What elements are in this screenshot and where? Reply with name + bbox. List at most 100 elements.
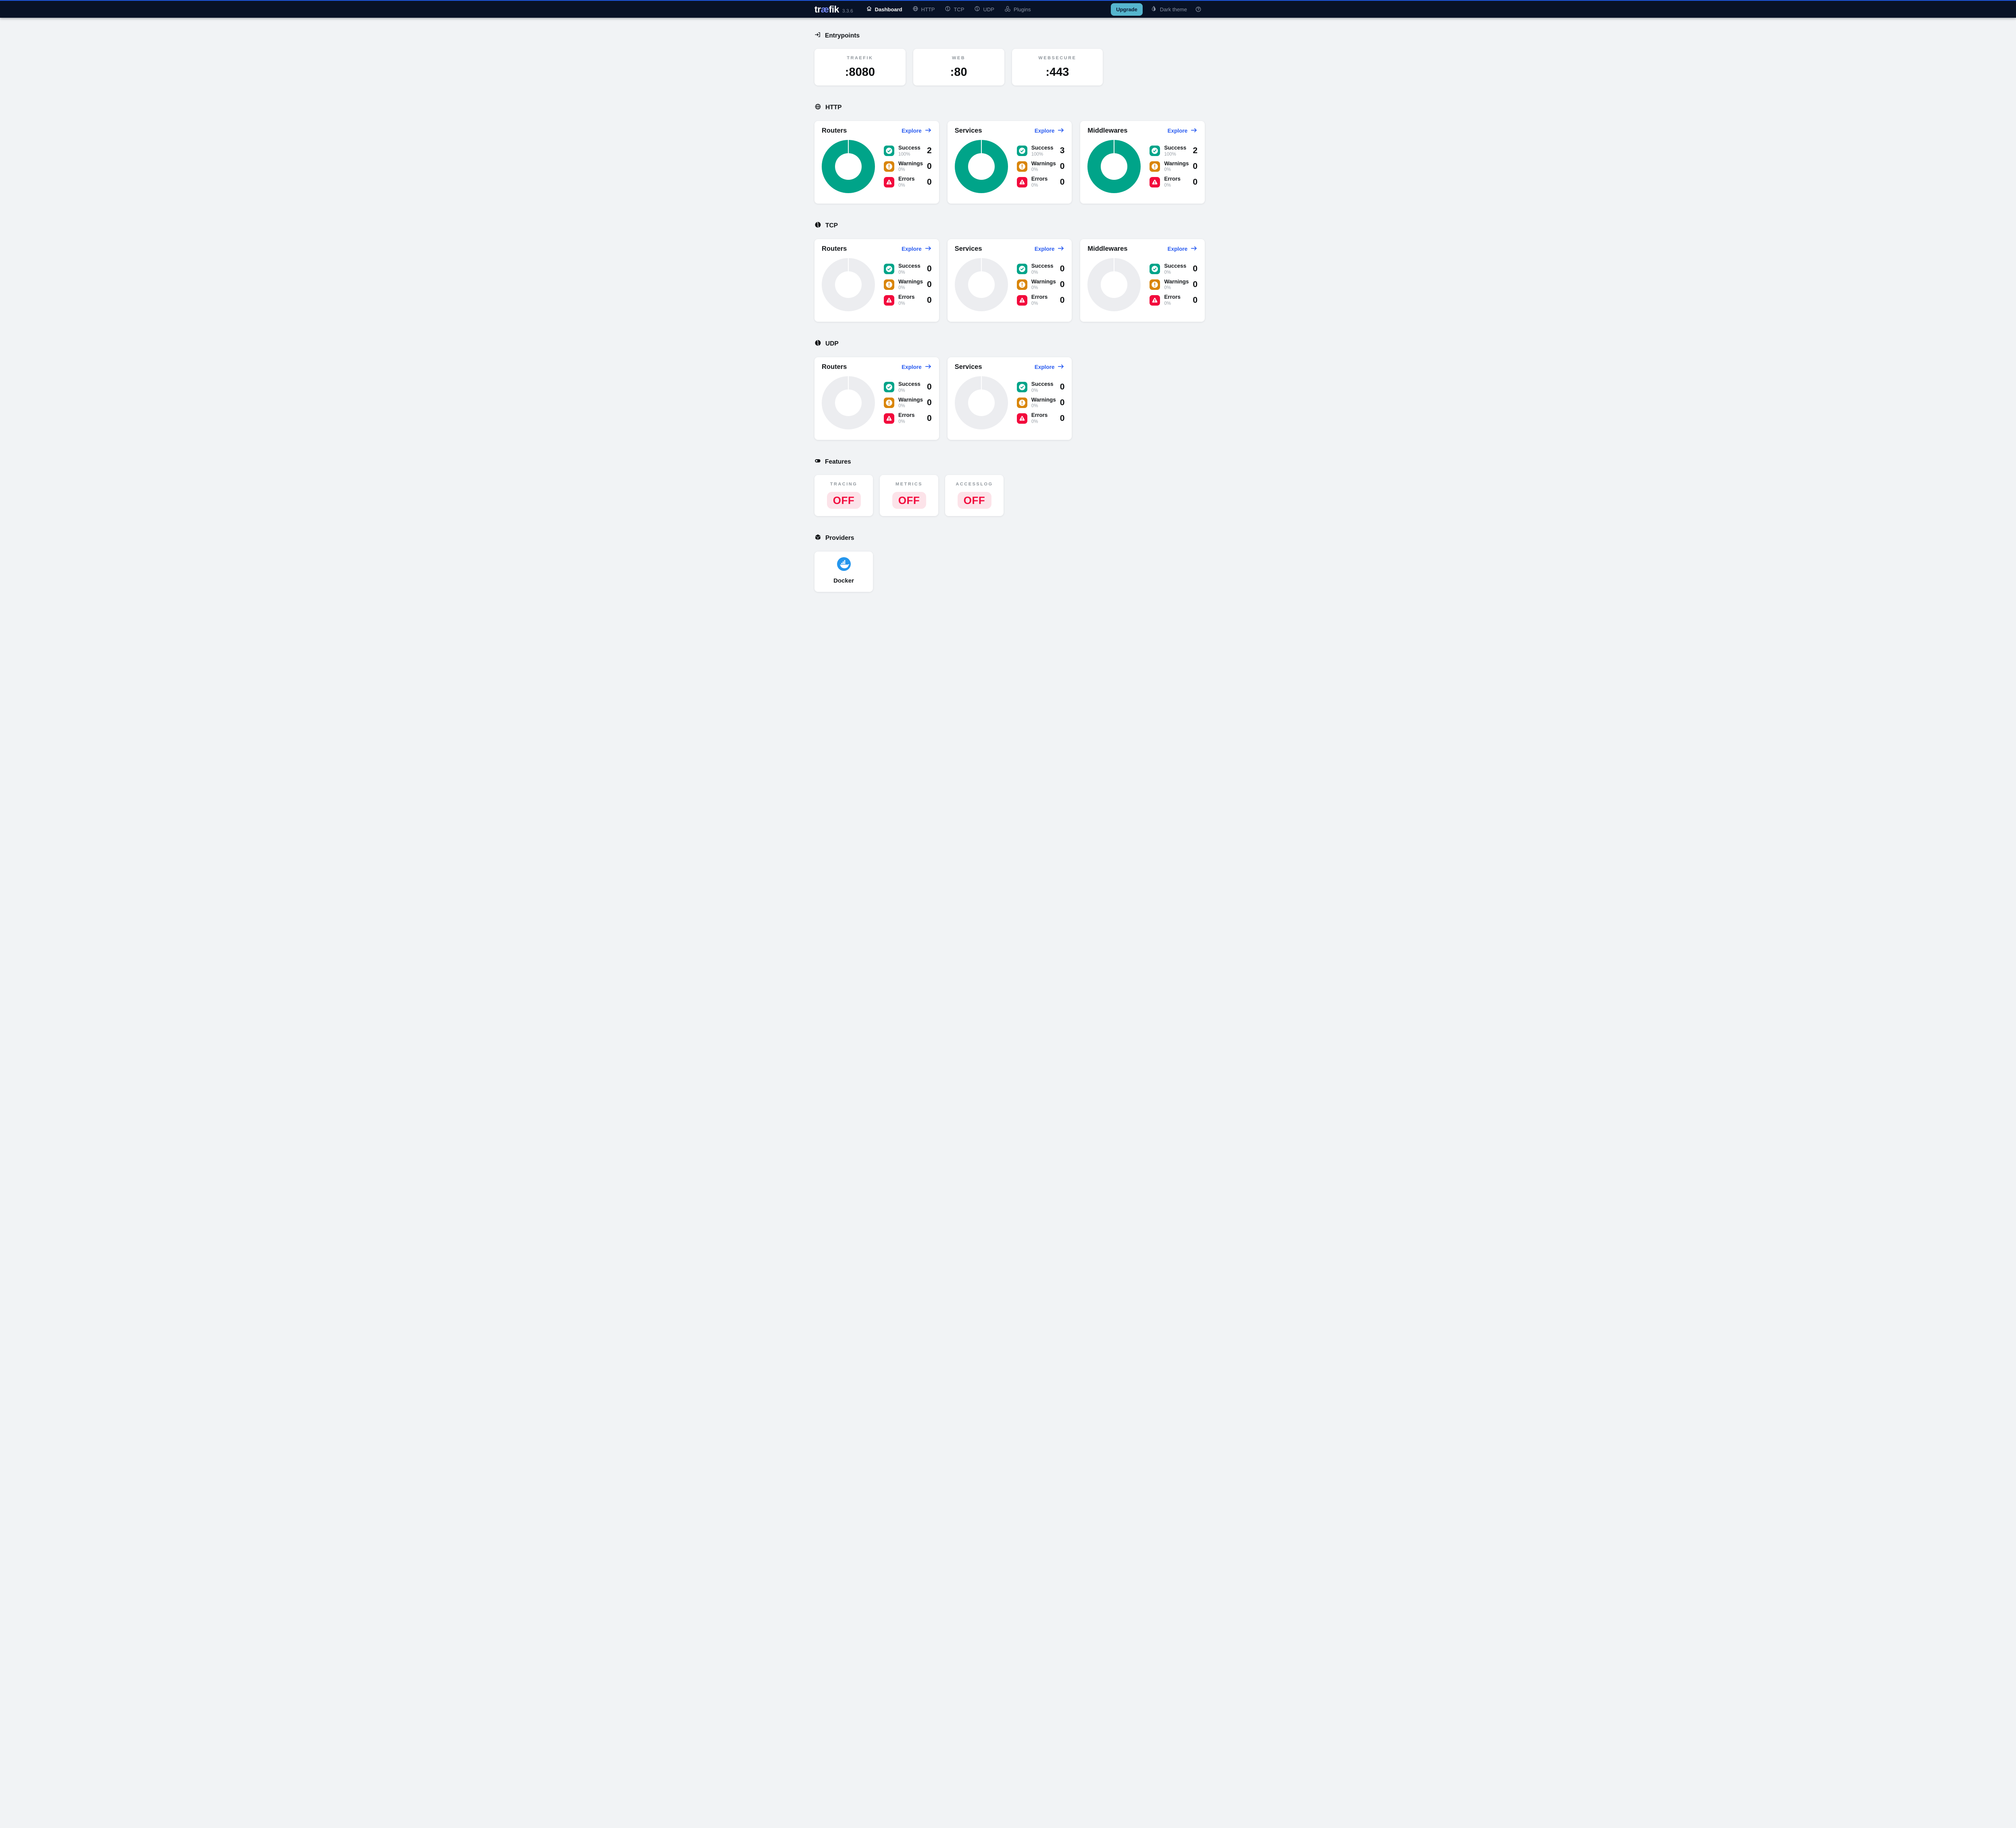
success-icon bbox=[884, 264, 894, 275]
stat-row-success: Success 0% 0 bbox=[884, 263, 932, 275]
explore-label: Explore bbox=[902, 128, 922, 134]
arrow-right-icon bbox=[925, 364, 932, 370]
success-icon bbox=[1150, 146, 1160, 156]
stat-label: Errors bbox=[1164, 176, 1181, 182]
explore-link[interactable]: Explore bbox=[902, 364, 932, 370]
stat-row-errors: Errors 0% 0 bbox=[1016, 176, 1064, 188]
udp-services-card: Services Explore Success 0% 0 Warnings 0% bbox=[947, 357, 1072, 440]
stat-percent: 0% bbox=[898, 404, 905, 409]
section-http: HTTP Routers Explore Success 100% 2 bbox=[814, 103, 1205, 204]
stat-label: Warnings bbox=[1164, 278, 1189, 285]
nav-label: TCP bbox=[954, 6, 964, 12]
tcp-middlewares-card: Middlewares Explore Success 0% 0 Warning bbox=[1080, 239, 1205, 322]
stat-percent: 0% bbox=[898, 270, 905, 275]
section-title: HTTP bbox=[825, 104, 842, 111]
explore-link[interactable]: Explore bbox=[1168, 246, 1198, 252]
stat-row-errors: Errors 0% 0 bbox=[1016, 412, 1065, 424]
stat-label: Success bbox=[1031, 262, 1054, 269]
card-title: Services bbox=[954, 363, 982, 371]
stat-label: Warnings bbox=[898, 160, 923, 167]
nav-label: Dashboard bbox=[875, 6, 902, 12]
explore-link[interactable]: Explore bbox=[902, 128, 932, 134]
nav-item-http[interactable]: HTTP bbox=[912, 6, 935, 13]
stat-value: 0 bbox=[1060, 280, 1065, 289]
stat-value: 0 bbox=[1060, 413, 1065, 423]
stat-label: Success bbox=[1031, 381, 1054, 387]
explore-label: Explore bbox=[1167, 128, 1188, 134]
stat-row-warnings: Warnings 0% 0 bbox=[1150, 278, 1198, 291]
nav-item-udp[interactable]: UDP bbox=[974, 6, 994, 13]
stat-row-success: Success 0% 0 bbox=[1016, 381, 1064, 393]
explore-label: Explore bbox=[902, 364, 922, 370]
stat-row-success: Success 100% 3 bbox=[1016, 145, 1064, 157]
explore-link[interactable]: Explore bbox=[1168, 128, 1198, 134]
stat-row-success: Success 0% 0 bbox=[1150, 263, 1198, 275]
donut-chart bbox=[1087, 258, 1141, 311]
section-tcp: TCP Routers Explore Success 0% 0 bbox=[814, 221, 1205, 322]
tcp-header: TCP bbox=[814, 221, 1202, 230]
section-title: Features bbox=[825, 458, 851, 465]
ball-icon bbox=[814, 339, 821, 348]
section-title: Entrypoints bbox=[825, 32, 860, 39]
entrypoint-card-websecure: WEBSECURE :443 bbox=[1012, 49, 1103, 85]
help-icon[interactable] bbox=[1195, 6, 1202, 12]
feature-state: OFF bbox=[833, 494, 855, 506]
theme-toggle[interactable]: Dark theme bbox=[1151, 6, 1187, 13]
stat-label: Errors bbox=[1031, 412, 1048, 418]
stat-percent: 0% bbox=[1164, 270, 1171, 275]
donut-chart bbox=[954, 258, 1008, 311]
stat-value: 0 bbox=[1193, 162, 1198, 171]
stat-label: Success bbox=[898, 262, 921, 269]
stat-row-errors: Errors 0% 0 bbox=[884, 176, 932, 188]
donut-chart bbox=[822, 140, 875, 193]
error-icon bbox=[1016, 413, 1027, 424]
stat-label: Warnings bbox=[898, 278, 923, 285]
providers-header: Providers bbox=[814, 534, 1202, 543]
error-icon bbox=[884, 177, 894, 187]
card-title: Routers bbox=[822, 363, 847, 371]
stat-value: 0 bbox=[1193, 264, 1198, 274]
entrypoint-port: :443 bbox=[1045, 65, 1069, 79]
warning-icon bbox=[1016, 161, 1027, 172]
stat-percent: 0% bbox=[898, 388, 905, 393]
explore-link[interactable]: Explore bbox=[1035, 246, 1065, 252]
explore-link[interactable]: Explore bbox=[1035, 128, 1065, 134]
explore-link[interactable]: Explore bbox=[902, 246, 932, 252]
card-title: Services bbox=[954, 245, 982, 252]
explore-link[interactable]: Explore bbox=[1035, 364, 1065, 370]
success-icon bbox=[1016, 382, 1027, 393]
nav-item-tcp[interactable]: TCP bbox=[945, 6, 964, 13]
ball-icon bbox=[945, 6, 951, 13]
stat-percent: 0% bbox=[1164, 285, 1171, 291]
stats-list: Success 100% 2 Warnings 0% 0 Errors 0% 0 bbox=[884, 145, 932, 188]
explore-label: Explore bbox=[1034, 128, 1055, 134]
section-features: Features TRACING OFF METRICS OFF ACCESSL… bbox=[814, 458, 1202, 516]
error-icon bbox=[1016, 295, 1027, 306]
status-badge: OFF bbox=[892, 492, 926, 509]
stat-label: Success bbox=[1164, 144, 1187, 151]
contrast-drop-icon bbox=[1151, 6, 1157, 13]
stat-row-warnings: Warnings 0% 0 bbox=[1016, 160, 1064, 172]
features-header: Features bbox=[814, 458, 1202, 466]
http-header: HTTP bbox=[814, 103, 1202, 112]
nav-item-plugins[interactable]: Plugins bbox=[1004, 6, 1031, 13]
upgrade-button[interactable]: Upgrade bbox=[1111, 3, 1143, 16]
stat-label: Errors bbox=[1164, 294, 1181, 300]
stat-label: Warnings bbox=[1164, 160, 1189, 167]
warning-icon bbox=[1150, 279, 1160, 290]
success-icon bbox=[1016, 146, 1027, 156]
stat-label: Warnings bbox=[898, 396, 923, 403]
feature-state: OFF bbox=[898, 494, 920, 506]
status-badge: OFF bbox=[827, 492, 861, 509]
feature-name: METRICS bbox=[896, 482, 923, 487]
login-arrow-icon bbox=[814, 31, 821, 40]
stat-label: Errors bbox=[898, 294, 915, 300]
card-title: Routers bbox=[822, 245, 847, 252]
arrow-right-icon bbox=[1191, 246, 1198, 252]
arrow-right-icon bbox=[1058, 364, 1064, 370]
stat-value: 0 bbox=[1060, 295, 1065, 305]
stat-percent: 0% bbox=[1031, 404, 1038, 409]
nav-item-dashboard[interactable]: Dashboard bbox=[866, 6, 902, 13]
entrypoint-name: WEB bbox=[952, 55, 966, 60]
stat-percent: 0% bbox=[1031, 183, 1038, 188]
